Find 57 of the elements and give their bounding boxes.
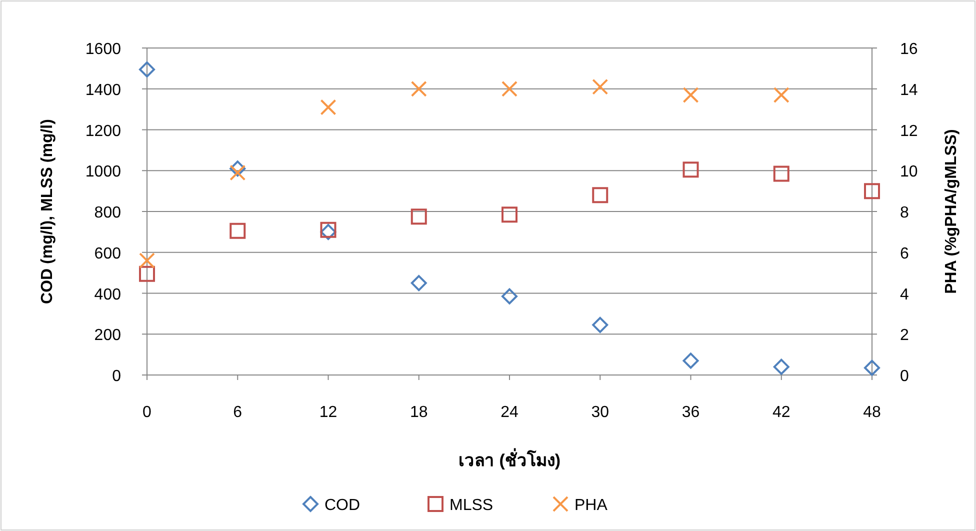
- y-tick-label: 600: [94, 245, 122, 262]
- y2-tick-label: 4: [900, 286, 909, 304]
- x-tick-label: 36: [682, 404, 700, 421]
- y-tick-label: 200: [94, 327, 122, 344]
- point: [682, 352, 699, 369]
- y2-tick-label: 0: [900, 368, 909, 385]
- y2-tick-label: 10: [900, 164, 918, 181]
- point: [592, 316, 608, 333]
- point: [139, 266, 155, 282]
- y2-tick-label: 14: [900, 82, 918, 99]
- y2-axis-title: PHA (%gPHA/gMLSS): [943, 129, 960, 294]
- point: [410, 275, 427, 292]
- y-axis-title: COD (mg/l), MLSS (mg/l): [39, 119, 56, 304]
- point: [773, 358, 790, 375]
- point: [502, 288, 518, 304]
- point: [682, 162, 699, 178]
- point: [592, 187, 608, 204]
- point: [139, 61, 155, 78]
- x-tick-label: 12: [319, 404, 338, 421]
- y-tick-label: 1600: [85, 41, 122, 58]
- x-axis-title: เวลา (ชั่วโมง): [458, 448, 561, 470]
- y2-tick-label: 8: [900, 204, 909, 222]
- point: [864, 360, 880, 376]
- point: [230, 222, 246, 239]
- point: [502, 206, 518, 223]
- y-tick-label: 1400: [85, 82, 122, 99]
- x-tick-label: 24: [500, 404, 518, 421]
- y-tick-label: 1200: [85, 122, 122, 140]
- x-tick-label: 0: [142, 404, 152, 421]
- y-tick-label: 1000: [85, 164, 122, 181]
- y2-tick-label: 6: [900, 245, 909, 262]
- x-tick-label: 6: [233, 404, 242, 421]
- legend-label: PHA: [574, 497, 608, 514]
- point: [410, 208, 427, 225]
- point: [864, 183, 880, 200]
- legend-label: COD: [324, 497, 360, 514]
- point: [502, 80, 518, 97]
- y2-tick-label: 16: [900, 41, 918, 58]
- point: [592, 78, 608, 95]
- point: [682, 87, 699, 104]
- point: [230, 164, 246, 181]
- x-tick-label: 30: [591, 404, 610, 421]
- x-tick-label: 42: [772, 404, 790, 421]
- point: [410, 80, 427, 97]
- point: [773, 87, 790, 104]
- y-tick-label: 800: [94, 204, 122, 222]
- x-tick-label: 48: [863, 404, 881, 421]
- point: [773, 166, 790, 182]
- y2-tick-label: 2: [900, 327, 909, 344]
- legend-label: MLSS: [450, 497, 494, 514]
- y2-tick-label: 12: [900, 122, 918, 140]
- x-tick-label: 18: [410, 404, 428, 421]
- y-tick-label: 0: [112, 368, 122, 385]
- point: [320, 99, 336, 116]
- point: [139, 252, 155, 269]
- y-tick-label: 400: [94, 286, 122, 304]
- point: [230, 160, 246, 177]
